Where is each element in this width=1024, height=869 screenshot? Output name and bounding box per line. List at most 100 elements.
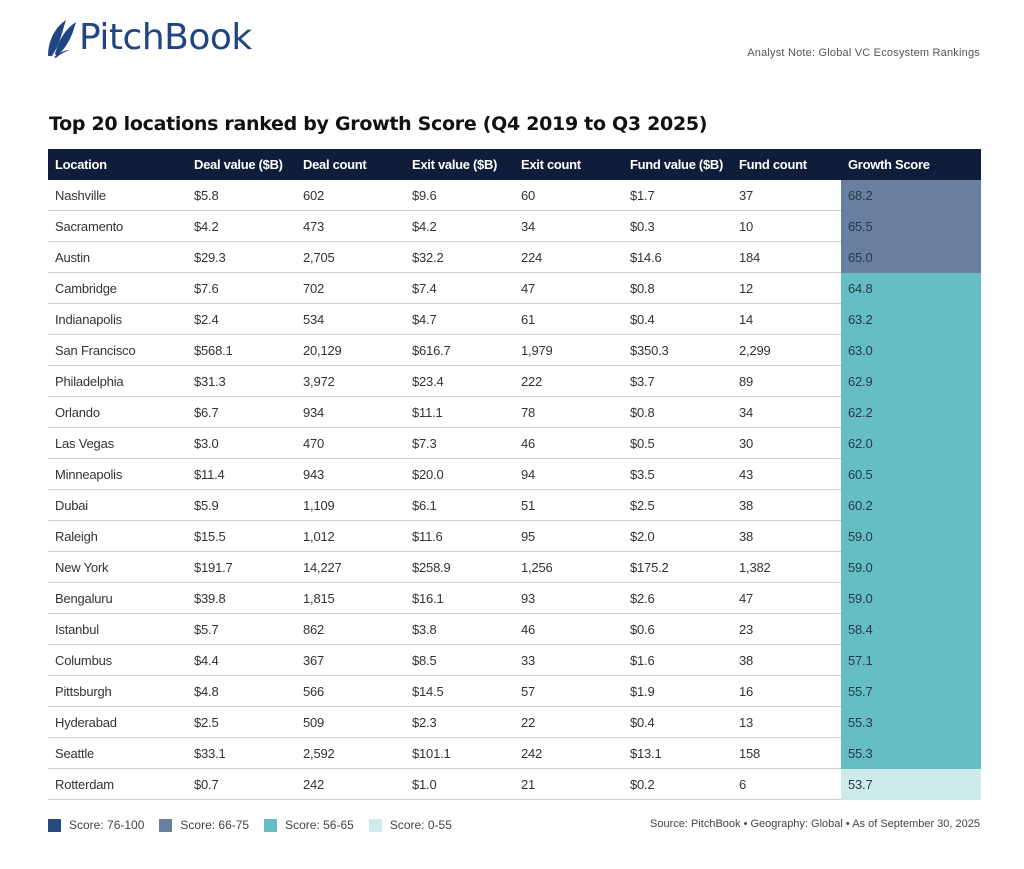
location-cell: Sacramento — [48, 210, 187, 242]
table-cell: 702 — [296, 272, 405, 304]
table-cell: 94 — [514, 458, 623, 490]
column-header: Location — [48, 149, 187, 180]
table-cell: $14.6 — [623, 241, 732, 273]
location-cell: Nashville — [48, 180, 187, 211]
table-cell: $3.0 — [187, 427, 296, 459]
legend-swatch-icon — [48, 818, 61, 832]
table-cell: 38 — [732, 644, 841, 676]
source-note: Source: PitchBook • Geography: Global • … — [650, 818, 980, 830]
table-cell: 46 — [514, 613, 623, 645]
location-cell: Minneapolis — [48, 458, 187, 490]
table-cell: 34 — [732, 396, 841, 428]
table-cell: $3.5 — [623, 458, 732, 490]
table-row: Bengaluru $39.8 1,815 $16.1 93 $2.6 47 59.0 — [48, 582, 981, 614]
growth-score-cell: 53.7 — [841, 768, 981, 800]
table-cell: $11.6 — [405, 520, 514, 552]
location-cell: Indianapolis — [48, 303, 187, 335]
table-cell: 534 — [296, 303, 405, 335]
location-cell: Orlando — [48, 396, 187, 428]
legend-swatch-icon — [159, 818, 173, 832]
table-cell: $6.1 — [405, 489, 514, 521]
table-cell: 943 — [296, 458, 405, 490]
table-row: New York $191.7 14,227 $258.9 1,256 $175.2 1,3… — [48, 551, 981, 583]
table-cell: 934 — [296, 396, 405, 428]
table-cell: $2.0 — [623, 520, 732, 552]
table-cell: 61 — [514, 303, 623, 335]
table-cell: 602 — [296, 180, 405, 211]
table-cell: 34 — [514, 210, 623, 242]
table-cell: 1,012 — [296, 520, 405, 552]
table-row: Raleigh $15.5 1,012 $11.6 95 $2.0 38 59.0 — [48, 520, 981, 552]
table-cell: 242 — [296, 768, 405, 800]
table-cell: $4.7 — [405, 303, 514, 335]
location-cell: Bengaluru — [48, 582, 187, 614]
table-cell: 14 — [732, 303, 841, 335]
legend-label: Score: 0-55 — [389, 818, 452, 832]
table-cell: $32.2 — [405, 241, 514, 273]
column-header: Exit value ($B) — [405, 149, 514, 180]
table-cell: 21 — [514, 768, 623, 800]
table-cell: 78 — [514, 396, 623, 428]
growth-score-cell: 63.2 — [841, 303, 981, 335]
location-cell: New York — [48, 551, 187, 583]
table-cell: 862 — [296, 613, 405, 645]
table-row: Austin $29.3 2,705 $32.2 224 $14.6 184 65.0 — [48, 241, 981, 273]
table-cell: 224 — [514, 241, 623, 273]
table-cell: $1.9 — [623, 675, 732, 707]
growth-score-cell: 59.0 — [841, 582, 981, 614]
growth-score-cell: 65.5 — [841, 210, 981, 242]
table-cell: 20,129 — [296, 334, 405, 366]
table-cell: 43 — [732, 458, 841, 490]
table-row: Hyderabad $2.5 509 $2.3 22 $0.4 13 55.3 — [48, 706, 981, 738]
table-cell: $29.3 — [187, 241, 296, 273]
table-cell: 46 — [514, 427, 623, 459]
growth-score-cell: 59.0 — [841, 520, 981, 552]
growth-score-cell: 64.8 — [841, 272, 981, 304]
growth-score-cell: 62.9 — [841, 365, 981, 397]
table-cell: $0.7 — [187, 768, 296, 800]
brand-name: PitchBook — [79, 17, 252, 58]
table-cell: 22 — [514, 706, 623, 738]
table-cell: $5.7 — [187, 613, 296, 645]
table-cell: $175.2 — [623, 551, 732, 583]
table-cell: 95 — [514, 520, 623, 552]
table-cell: 93 — [514, 582, 623, 614]
table-cell: $9.6 — [405, 180, 514, 211]
table-cell: 16 — [732, 675, 841, 707]
pitchbook-logo: PitchBook — [42, 18, 252, 58]
table-cell: $13.1 — [623, 737, 732, 769]
column-header: Deal count — [296, 149, 405, 180]
location-cell: Dubai — [48, 489, 187, 521]
table-row: Istanbul $5.7 862 $3.8 46 $0.6 23 58.4 — [48, 613, 981, 645]
legend-item: Score: 0-55 — [368, 818, 452, 832]
table-cell: $1.0 — [405, 768, 514, 800]
table-cell: 47 — [732, 582, 841, 614]
legend-swatch-icon — [264, 818, 278, 832]
table-row: Las Vegas $3.0 470 $7.3 46 $0.5 30 62.0 — [48, 427, 981, 459]
growth-score-cell: 55.7 — [841, 675, 981, 707]
legend-swatch-icon — [368, 818, 382, 832]
table-cell: 10 — [732, 210, 841, 242]
table-cell: 47 — [514, 272, 623, 304]
table-cell: $3.8 — [405, 613, 514, 645]
table-cell: $7.4 — [405, 272, 514, 304]
location-cell: Columbus — [48, 644, 187, 676]
table-row: Seattle $33.1 2,592 $101.1 242 $13.1 158 55.3 — [48, 737, 981, 769]
table-cell: $2.6 — [623, 582, 732, 614]
table-cell: $2.3 — [405, 706, 514, 738]
legend-label: Score: 66-75 — [180, 818, 250, 832]
table-cell: $15.5 — [187, 520, 296, 552]
legend: Score: 76-100 Score: 66-75 Score: 56-65 Sco… — [48, 818, 467, 832]
table-cell: 30 — [732, 427, 841, 459]
column-header: Growth Score — [841, 149, 981, 180]
table-row: San Francisco $568.1 20,129 $616.7 1,979 $350… — [48, 334, 981, 366]
table-cell: 2,299 — [732, 334, 841, 366]
table-row: Sacramento $4.2 473 $4.2 34 $0.3 10 65.5 — [48, 210, 981, 242]
location-cell: San Francisco — [48, 334, 187, 366]
table-cell: $6.7 — [187, 396, 296, 428]
table-cell: $0.2 — [623, 768, 732, 800]
table-header-row: Location Deal value ($B) Deal count Exit va… — [48, 149, 981, 180]
location-cell: Raleigh — [48, 520, 187, 552]
table-cell: $1.6 — [623, 644, 732, 676]
table-cell: $31.3 — [187, 365, 296, 397]
